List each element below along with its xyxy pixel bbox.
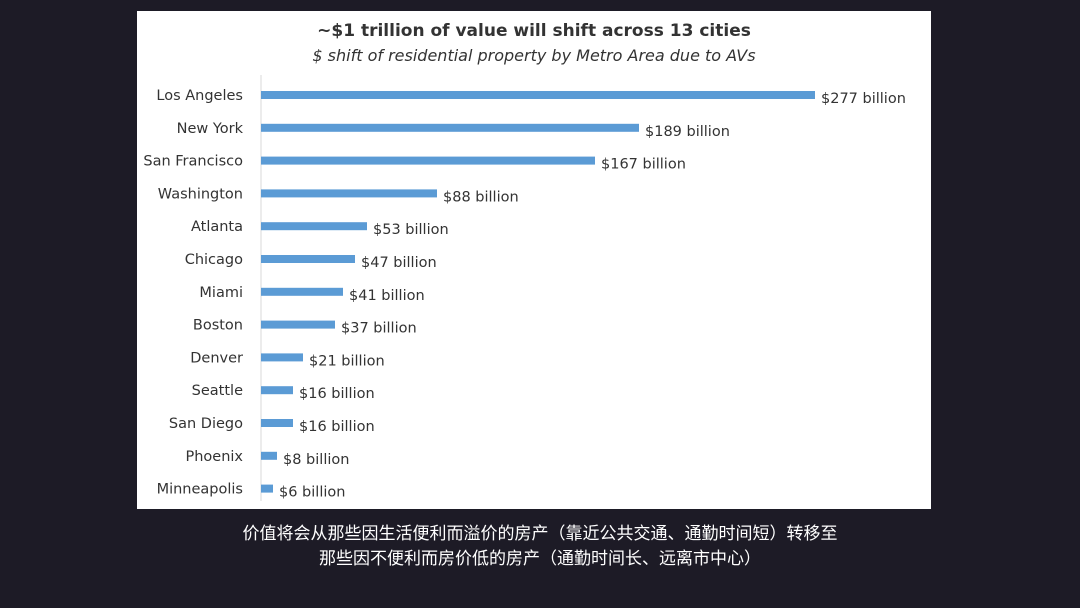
category-label: San Diego — [169, 416, 243, 432]
bar — [261, 386, 293, 395]
bar — [261, 353, 303, 362]
category-label: Denver — [190, 350, 243, 366]
bar — [261, 189, 437, 198]
data-label: $16 billion — [299, 386, 375, 402]
bar — [261, 451, 277, 460]
bar — [261, 156, 595, 165]
chart-subtitle: $ shift of residential property by Metro… — [312, 46, 756, 65]
bar — [261, 287, 343, 296]
data-label: $16 billion — [299, 419, 375, 435]
data-label: $53 billion — [373, 222, 449, 238]
category-label: Washington — [158, 186, 243, 202]
chart-title: ~$1 trillion of value will shift across … — [317, 21, 751, 41]
bar — [261, 255, 355, 263]
category-label: San Francisco — [143, 154, 243, 170]
bar — [261, 484, 273, 493]
bar-chart: Los Angeles $277 billion New York $189 bill… — [143, 75, 906, 501]
data-label: $277 billion — [821, 91, 906, 107]
data-label: $21 billion — [309, 353, 385, 369]
category-label: Los Angeles — [156, 88, 243, 104]
caption-line-1: 价值将会从那些因生活便利而溢价的房产（靠近公共交通、通勤时间短）转移至 — [242, 524, 838, 544]
bar — [261, 123, 639, 132]
data-label: $41 billion — [349, 288, 425, 304]
category-label: Phoenix — [185, 449, 243, 465]
data-label: $47 billion — [361, 255, 437, 271]
bar — [261, 222, 367, 231]
data-label: $189 billion — [645, 124, 730, 140]
category-label: Atlanta — [191, 219, 243, 235]
bar — [261, 91, 815, 99]
category-label: Miami — [199, 285, 243, 301]
data-label: $37 billion — [341, 321, 417, 337]
data-label: $6 billion — [279, 485, 345, 501]
data-label: $88 billion — [443, 189, 519, 205]
chart-panel: ~$1 trillion of value will shift across … — [137, 11, 931, 509]
bar — [261, 419, 293, 427]
data-label: $8 billion — [283, 452, 349, 468]
category-label: Chicago — [185, 252, 243, 268]
category-label: Boston — [193, 318, 243, 334]
category-label: Minneapolis — [157, 482, 243, 498]
category-label: New York — [177, 121, 244, 137]
bar — [261, 320, 335, 329]
category-label: Seattle — [192, 383, 243, 399]
caption-line-2: 那些因不便利而房价低的房产（通勤时间长、远离市中心） — [319, 549, 761, 569]
data-label: $167 billion — [601, 157, 686, 173]
